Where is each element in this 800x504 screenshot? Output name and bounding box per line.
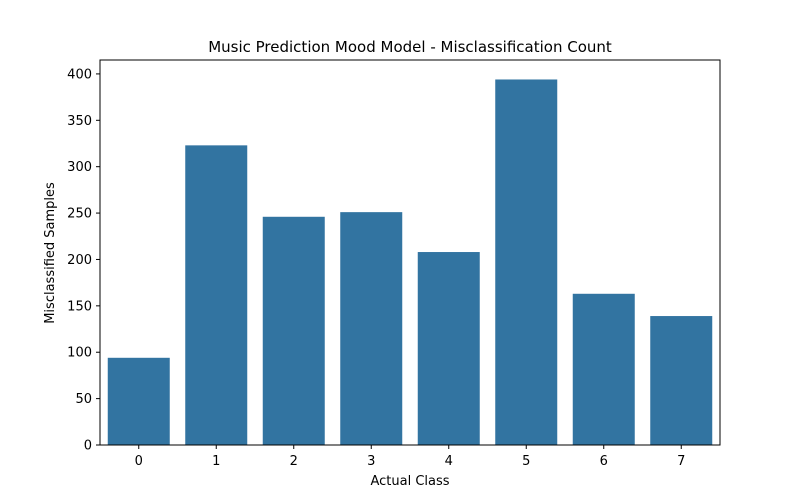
y-tick-label-150: 150: [67, 299, 92, 314]
x-axis-label: Actual Class: [370, 474, 449, 489]
x-tick-label-1: 1: [212, 454, 220, 469]
y-tick-label-400: 400: [67, 67, 92, 82]
bar-1: [185, 145, 248, 445]
x-tick-label-2: 2: [290, 454, 298, 469]
x-tick-label-3: 3: [367, 454, 375, 469]
bar-4: [417, 252, 480, 445]
y-tick-label-50: 50: [75, 392, 92, 407]
x-tick-label-4: 4: [445, 454, 453, 469]
y-tick-label-250: 250: [67, 207, 92, 222]
bar-0: [107, 357, 170, 445]
bar-2: [262, 216, 325, 445]
x-tick-label-5: 5: [522, 454, 530, 469]
y-tick-label-200: 200: [67, 253, 92, 268]
plot-frame: [99, 59, 721, 446]
axes-layer: 0 1 2 3 4 5 6 7 0 50 100 150 200 250 300 350 400: [67, 59, 721, 469]
chart-title: Music Prediction Mood Model - Misclassif…: [208, 38, 612, 56]
x-tick-label-0: 0: [135, 454, 143, 469]
x-tick-label-6: 6: [600, 454, 608, 469]
y-tick-label-100: 100: [67, 346, 92, 361]
bar-7: [650, 316, 713, 445]
bar-3: [340, 212, 403, 445]
bars-layer: [107, 79, 713, 445]
bar-6: [572, 293, 635, 445]
y-axis-label: Misclassified Samples: [43, 182, 58, 324]
y-tick-label-350: 350: [67, 114, 92, 129]
bar-5: [495, 79, 558, 445]
y-tick-label-0: 0: [84, 439, 92, 454]
x-tick-label-7: 7: [677, 454, 685, 469]
y-tick-label-300: 300: [67, 160, 92, 175]
